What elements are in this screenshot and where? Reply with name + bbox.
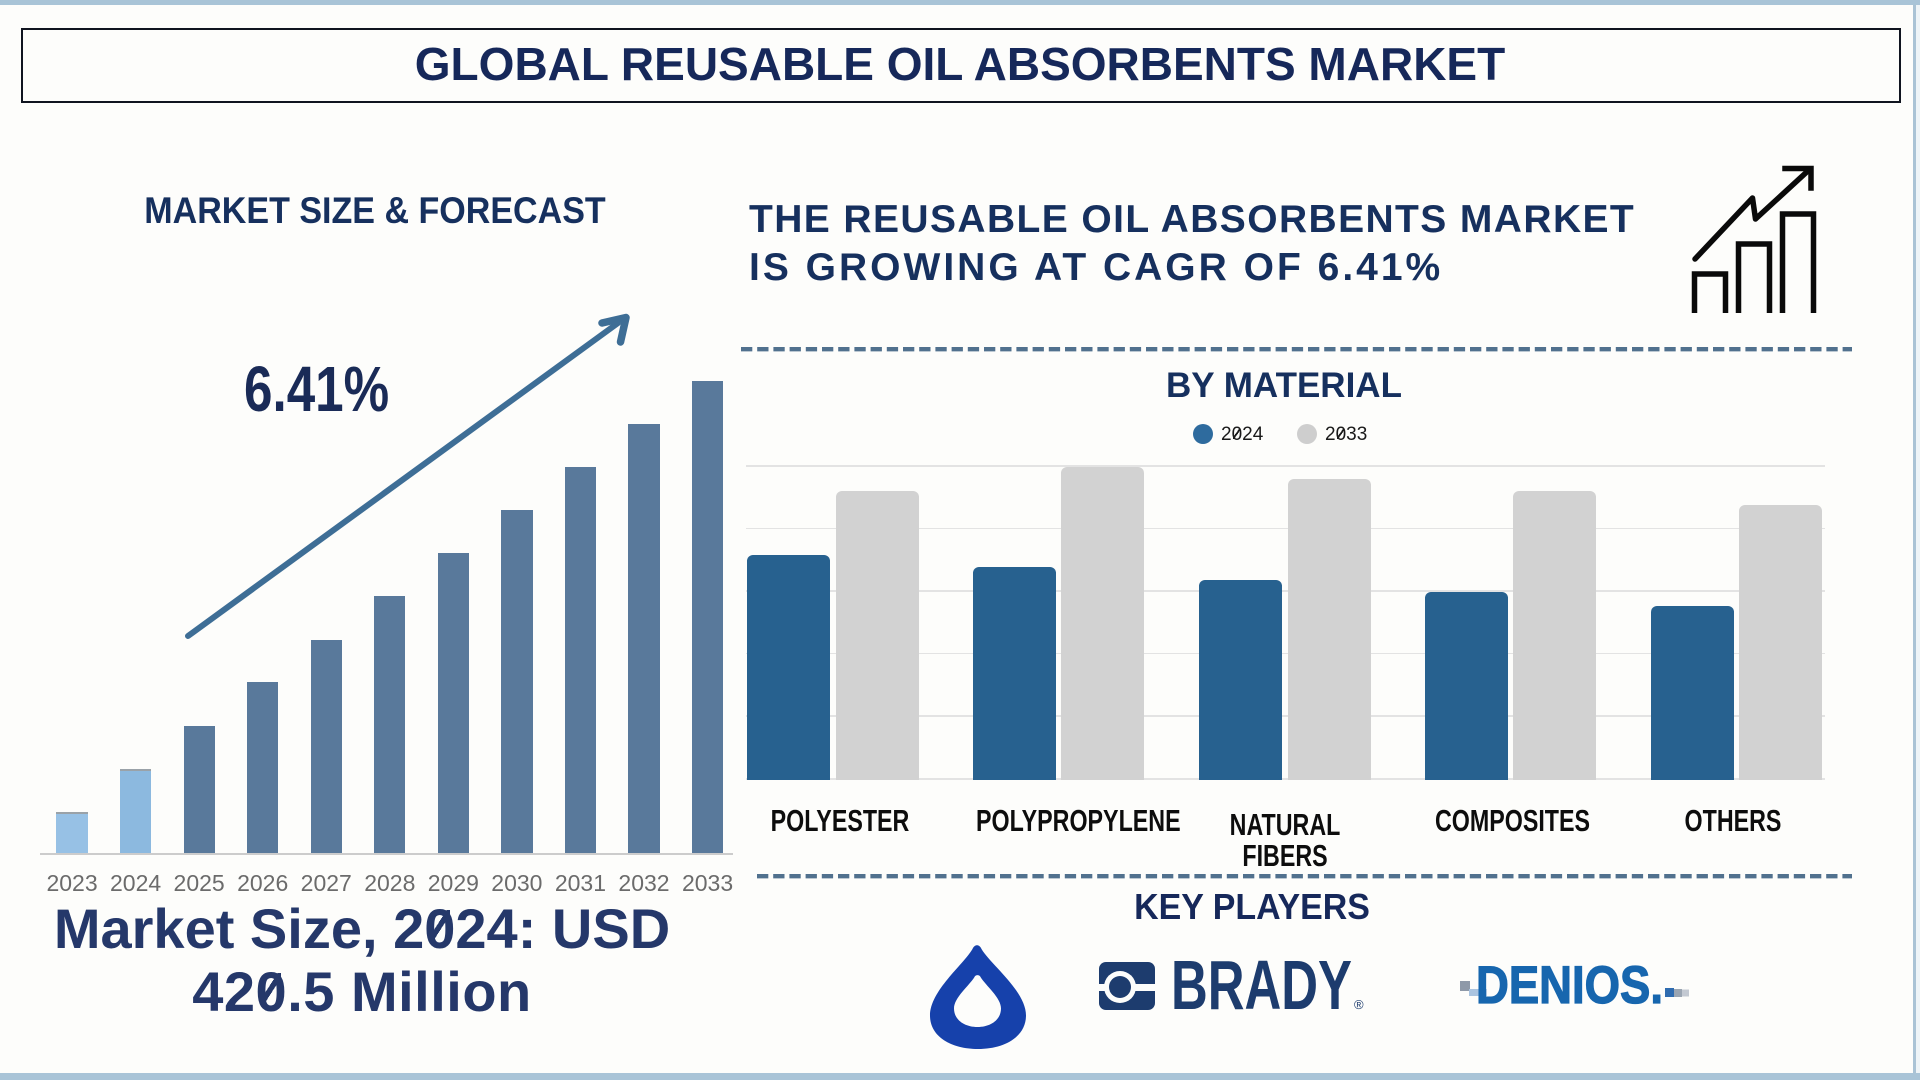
svg-text:BRADY: BRADY bbox=[1171, 958, 1352, 1014]
svg-text:DENIOS.: DENIOS. bbox=[1476, 958, 1663, 1008]
svg-text:®: ® bbox=[1354, 997, 1364, 1012]
